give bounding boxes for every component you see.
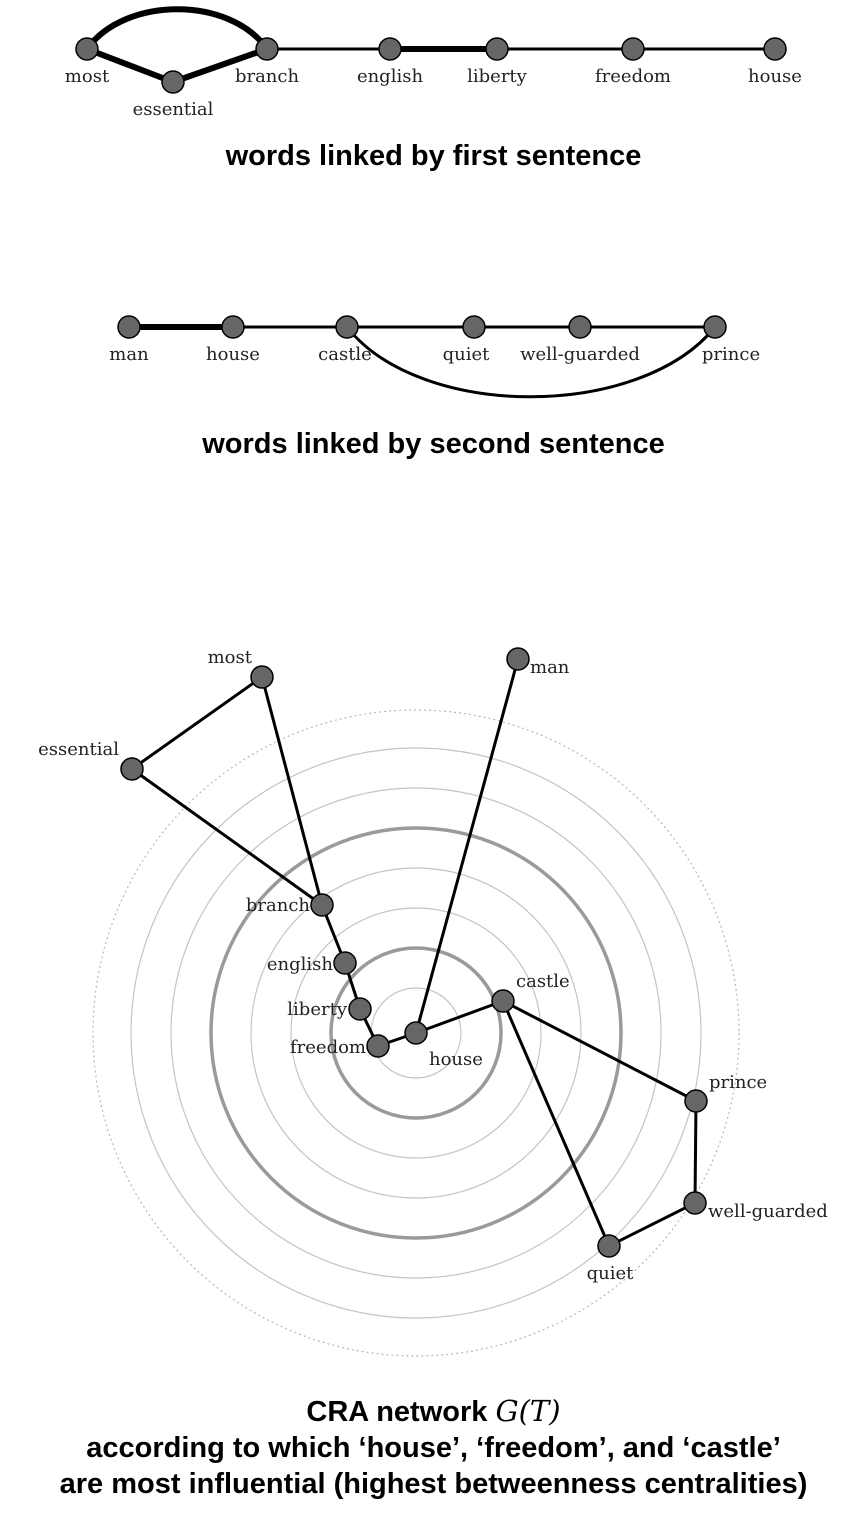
first-label-house: house <box>748 66 802 87</box>
first-edge-most-essential <box>84 46 176 85</box>
first-sentence-caption: words linked by first sentence <box>0 138 867 174</box>
network-edge-house-castle <box>414 999 505 1035</box>
ring-6 <box>170 787 662 1279</box>
second-label-man: man <box>109 344 149 365</box>
ring-2 <box>329 946 503 1120</box>
labels-layer: most essential branch english liberty freedom… <box>38 66 828 1284</box>
second-label-well-guarded: well-guarded <box>520 344 640 365</box>
network-caption-math: G(T) <box>495 1394 561 1428</box>
second-label-quiet: quiet <box>443 344 491 365</box>
second-node-prince <box>703 315 727 339</box>
first-label-essential: essential <box>133 99 214 120</box>
first-node-most <box>75 37 99 61</box>
ring-7 <box>130 747 702 1319</box>
second-label-castle: castle <box>318 344 372 365</box>
network-label-essential: essential <box>38 739 119 760</box>
first-node-branch <box>255 37 279 61</box>
first-node-liberty <box>485 37 509 61</box>
first-edge-most-branch <box>84 6 270 52</box>
second-node-man <box>117 315 141 339</box>
network-edge-most-essential <box>130 675 264 771</box>
first-sentence-caption-text: words linked by first sentence <box>225 140 642 172</box>
network-node-man <box>506 647 530 671</box>
network-label-english: english <box>267 954 334 975</box>
network-edge-well-guarded-quiet <box>607 1201 697 1248</box>
network-edge-house-man <box>414 657 520 1035</box>
network-caption-line3: are most influential (highest betweennes… <box>59 1468 808 1500</box>
second-sentence-caption-text: words linked by second sentence <box>202 428 665 460</box>
network-edge-most-branch <box>260 675 324 907</box>
ring-8 <box>92 709 740 1357</box>
second-label-house: house <box>206 344 260 365</box>
network-label-branch: branch <box>246 895 311 916</box>
ring-4 <box>250 867 582 1199</box>
network-node-house <box>404 1021 428 1045</box>
network-label-prince: prince <box>709 1072 767 1093</box>
first-node-essential <box>161 70 185 94</box>
second-sentence-caption: words linked by second sentence <box>0 426 867 462</box>
network-label-freedom: freedom <box>290 1037 366 1058</box>
network-node-freedom <box>366 1034 390 1058</box>
network-node-prince <box>684 1089 708 1113</box>
network-edge-castle-prince <box>501 999 698 1103</box>
second-label-prince: prince <box>702 344 760 365</box>
network-edge-castle-quiet <box>501 999 611 1248</box>
network-caption-line2: according to which ‘house’, ‘freedom’, a… <box>86 1432 781 1464</box>
first-label-liberty: liberty <box>467 66 528 87</box>
ring-5 <box>209 826 623 1240</box>
first-edge-essential-branch <box>170 46 270 85</box>
network-node-castle <box>491 989 515 1013</box>
first-label-freedom: freedom <box>595 66 671 87</box>
second-edge-castle-prince <box>345 325 717 399</box>
network-label-castle: castle <box>516 971 570 992</box>
first-label-branch: branch <box>235 66 300 87</box>
network-caption-title: CRA network G(T) <box>0 1393 867 1430</box>
network-caption: CRA network G(T) according to which ‘hou… <box>0 1393 867 1502</box>
network-node-liberty <box>348 997 372 1021</box>
first-label-most: most <box>65 66 110 87</box>
network-label-liberty: liberty <box>287 999 348 1020</box>
network-label-quiet: quiet <box>587 1263 635 1284</box>
concentric-rings <box>92 709 740 1357</box>
network-node-essential <box>120 757 144 781</box>
second-node-quiet <box>462 315 486 339</box>
first-node-english <box>378 37 402 61</box>
second-node-castle <box>335 315 359 339</box>
network-node-most <box>250 665 274 689</box>
network-node-well-guarded <box>683 1191 707 1215</box>
ring-3 <box>290 907 542 1159</box>
network-edge-prince-well-guarded <box>693 1099 698 1205</box>
network-label-well-guarded: well-guarded <box>708 1201 828 1222</box>
network-node-english <box>333 951 357 975</box>
network-label-man: man <box>530 657 570 678</box>
first-node-freedom <box>621 37 645 61</box>
first-node-house <box>763 37 787 61</box>
network-node-quiet <box>597 1234 621 1258</box>
nodes-layer <box>75 37 787 1258</box>
network-label-most: most <box>208 647 253 668</box>
network-node-branch <box>310 893 334 917</box>
network-edge-essential-branch <box>130 767 324 907</box>
edges-layer <box>84 6 777 1248</box>
network-label-house: house <box>429 1049 483 1070</box>
network-caption-title-text: CRA network <box>306 1396 496 1428</box>
second-node-house <box>221 315 245 339</box>
second-node-well-guarded <box>568 315 592 339</box>
first-label-english: english <box>357 66 424 87</box>
